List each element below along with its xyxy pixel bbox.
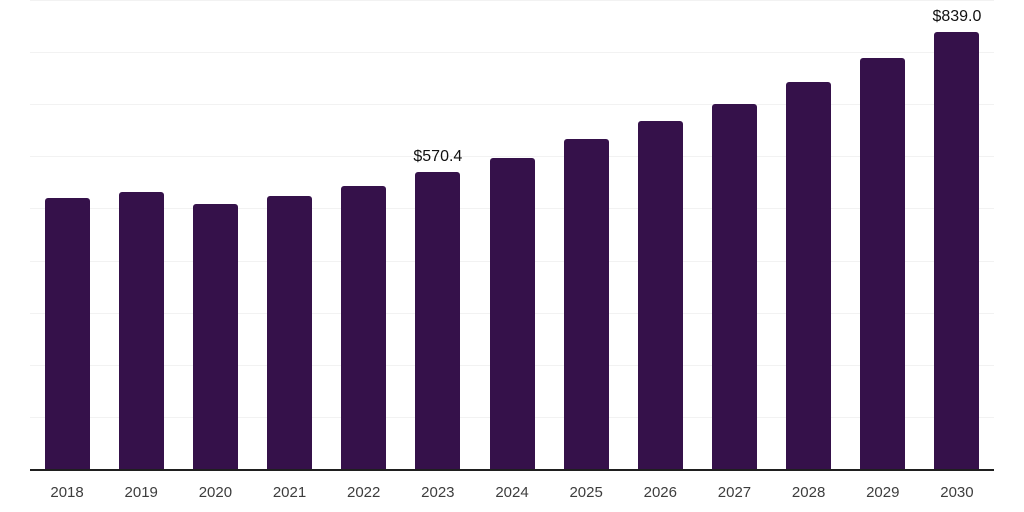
value-label-2023: $570.4 [413, 147, 463, 165]
x-tick-2025: 2025 [569, 484, 603, 501]
bar-2018 [44, 198, 90, 469]
bar-2030 [934, 31, 980, 469]
bar-2024 [489, 157, 535, 469]
bar-2021 [267, 195, 313, 469]
x-tick-2020: 2020 [198, 484, 233, 501]
plot-area: $570.4 $839.0 [30, 0, 994, 471]
bar-2019 [118, 191, 164, 469]
x-tick-2022: 2022 [347, 484, 381, 501]
gridline-900 [30, 0, 994, 1]
bar-2023 [415, 171, 461, 469]
x-tick-2030: 2030 [940, 484, 974, 501]
x-tick-2023: 2023 [421, 484, 455, 501]
gridline-600 [30, 156, 994, 158]
gridline-700 [30, 104, 994, 106]
bar-2025 [563, 139, 609, 469]
x-tick-2018: 2018 [50, 484, 84, 501]
x-tick-2019: 2019 [124, 484, 158, 501]
x-tick-2027: 2027 [717, 484, 752, 501]
value-label-2030: $839.0 [932, 7, 982, 25]
bar-2027 [711, 103, 757, 469]
x-tick-2024: 2024 [495, 484, 529, 501]
bar-2020 [192, 204, 238, 469]
bar-2028 [786, 82, 832, 469]
x-tick-2021: 2021 [272, 484, 307, 501]
bar-2022 [341, 186, 387, 469]
bar-2029 [860, 57, 906, 469]
gridline-800 [30, 52, 994, 54]
bar-2026 [637, 120, 683, 469]
x-tick-2026: 2026 [643, 484, 677, 501]
x-tick-2028: 2028 [791, 484, 826, 501]
x-tick-2029: 2029 [866, 484, 900, 501]
